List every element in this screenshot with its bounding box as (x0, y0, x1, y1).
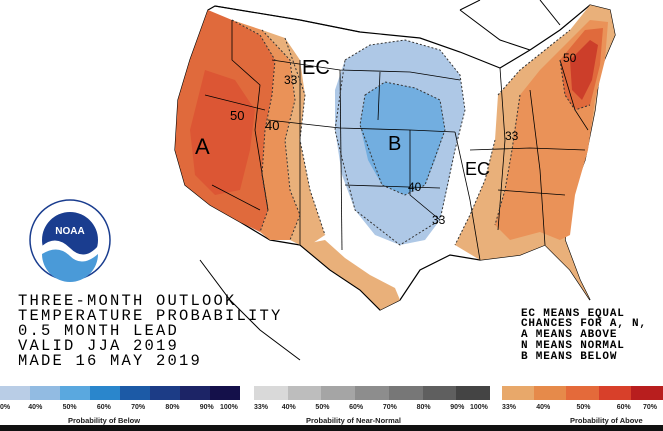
scale-normal-tick: 40% (281, 404, 296, 411)
above-label-west: A (195, 134, 210, 159)
scale-below-swatch (120, 386, 150, 400)
scale-normal-tick: 60% (349, 404, 364, 411)
scale-below-tick: 100% (220, 404, 238, 411)
noaa-logo: NOAA (29, 199, 111, 282)
info-title-line: THREE-MONTH OUTLOOK (18, 292, 237, 310)
scale-above-tick: 40% (536, 404, 551, 411)
above-region-west-33 (262, 30, 325, 245)
contour-label-50-ne: 50 (563, 51, 577, 65)
scale-normal-swatch (254, 386, 288, 400)
scale-above-swatch (598, 386, 631, 400)
international-borders (199, 0, 561, 361)
scale-above-swatch (566, 386, 599, 400)
above-region-east-core (570, 40, 598, 100)
scale-above-swatch (502, 386, 535, 400)
scale-below-swatch (30, 386, 60, 400)
scale-below-swatches (0, 386, 240, 400)
scale-normal-title: Probability of Near-Normal (306, 416, 402, 425)
scale-below-tick: 40% (28, 404, 43, 411)
legend-ec-line1: EC MEANS EQUAL (521, 308, 625, 320)
scale-below-swatch (150, 386, 180, 400)
info-product-line: TEMPERATURE PROBABILITY (18, 307, 283, 325)
contour-label-40-west: 40 (265, 118, 279, 133)
scale-normal-swatch (388, 386, 423, 400)
bottom-edge-bar (0, 425, 663, 431)
scale-normal-swatch (287, 386, 322, 400)
scale-normal-swatch (422, 386, 457, 400)
legend-below-line: B MEANS BELOW (521, 351, 618, 363)
scale-normal: 33% 40% 50% 60% 70% 80% 90% 100% Probability of… (254, 386, 490, 431)
contour-label-33-east: 33 (505, 129, 519, 143)
scale-above: 33% 40% 50% 60% 70% Probability of Above (502, 386, 663, 431)
scale-below-tick: 0% (0, 404, 11, 411)
probability-contours (231, 19, 591, 246)
scale-normal-swatch (355, 386, 389, 400)
above-region-west-core (190, 70, 255, 195)
info-made-line: MADE 16 MAY 2019 (18, 352, 203, 370)
scale-normal-tick: 100% (470, 404, 488, 411)
noaa-logo-text: NOAA (55, 226, 84, 237)
scale-above-tick: 33% (502, 404, 517, 411)
scale-below: 0% 40% 50% 60% 70% 80% 90% 100% Probability of … (0, 386, 240, 431)
scale-below-swatch (60, 386, 90, 400)
scale-normal-swatches (254, 386, 490, 400)
info-valid-line: VALID JJA 2019 (18, 337, 180, 355)
legend-above-line: A MEANS ABOVE (521, 329, 618, 341)
scale-above-swatch (534, 386, 567, 400)
scale-normal-tick: 33% (254, 404, 269, 411)
legend-normal-line: N MEANS NORMAL (521, 340, 625, 352)
legend-ec-line2: CHANCES FOR A, N, (521, 318, 647, 330)
scale-above-title: Probability of Above (570, 416, 643, 425)
scale-above-swatch (630, 386, 663, 400)
ec-label-north: EC (302, 57, 330, 79)
above-region-south-33 (300, 240, 400, 310)
scale-below-tick: 70% (131, 404, 146, 411)
scale-normal-swatch (321, 386, 356, 400)
scale-below-swatch (210, 386, 240, 400)
scale-normal-swatch (456, 386, 490, 400)
scale-above-swatches (502, 386, 663, 400)
contour-label-50-west: 50 (230, 108, 244, 123)
scale-normal-tick: 80% (416, 404, 431, 411)
scale-below-swatch (90, 386, 120, 400)
below-label-center: B (388, 133, 401, 155)
info-lead-line: 0.5 MONTH LEAD (18, 322, 180, 340)
scale-below-title: Probability of Below (68, 416, 141, 425)
scale-normal-tick: 90% (450, 404, 465, 411)
below-region-40 (360, 82, 445, 195)
scale-above-tick: 50% (576, 404, 591, 411)
contour-label-40-center: 40 (408, 180, 422, 194)
above-region-west-40 (232, 20, 300, 240)
scale-below-swatch (0, 386, 30, 400)
scale-below-swatch (180, 386, 210, 400)
scale-below-tick: 50% (62, 404, 77, 411)
state-boundaries (204, 20, 589, 261)
scale-normal-tick: 70% (382, 404, 397, 411)
scale-below-tick: 90% (199, 404, 214, 411)
contour-label-33-nw: 33 (284, 73, 298, 87)
ec-label-south: EC (465, 159, 490, 179)
scale-below-tick: 80% (165, 404, 180, 411)
scale-above-tick: 60% (616, 404, 631, 411)
scale-normal-tick: 50% (315, 404, 330, 411)
contour-label-33-south: 33 (432, 213, 446, 227)
scale-above-tick: 70% (643, 404, 658, 411)
scale-below-tick: 60% (96, 404, 111, 411)
